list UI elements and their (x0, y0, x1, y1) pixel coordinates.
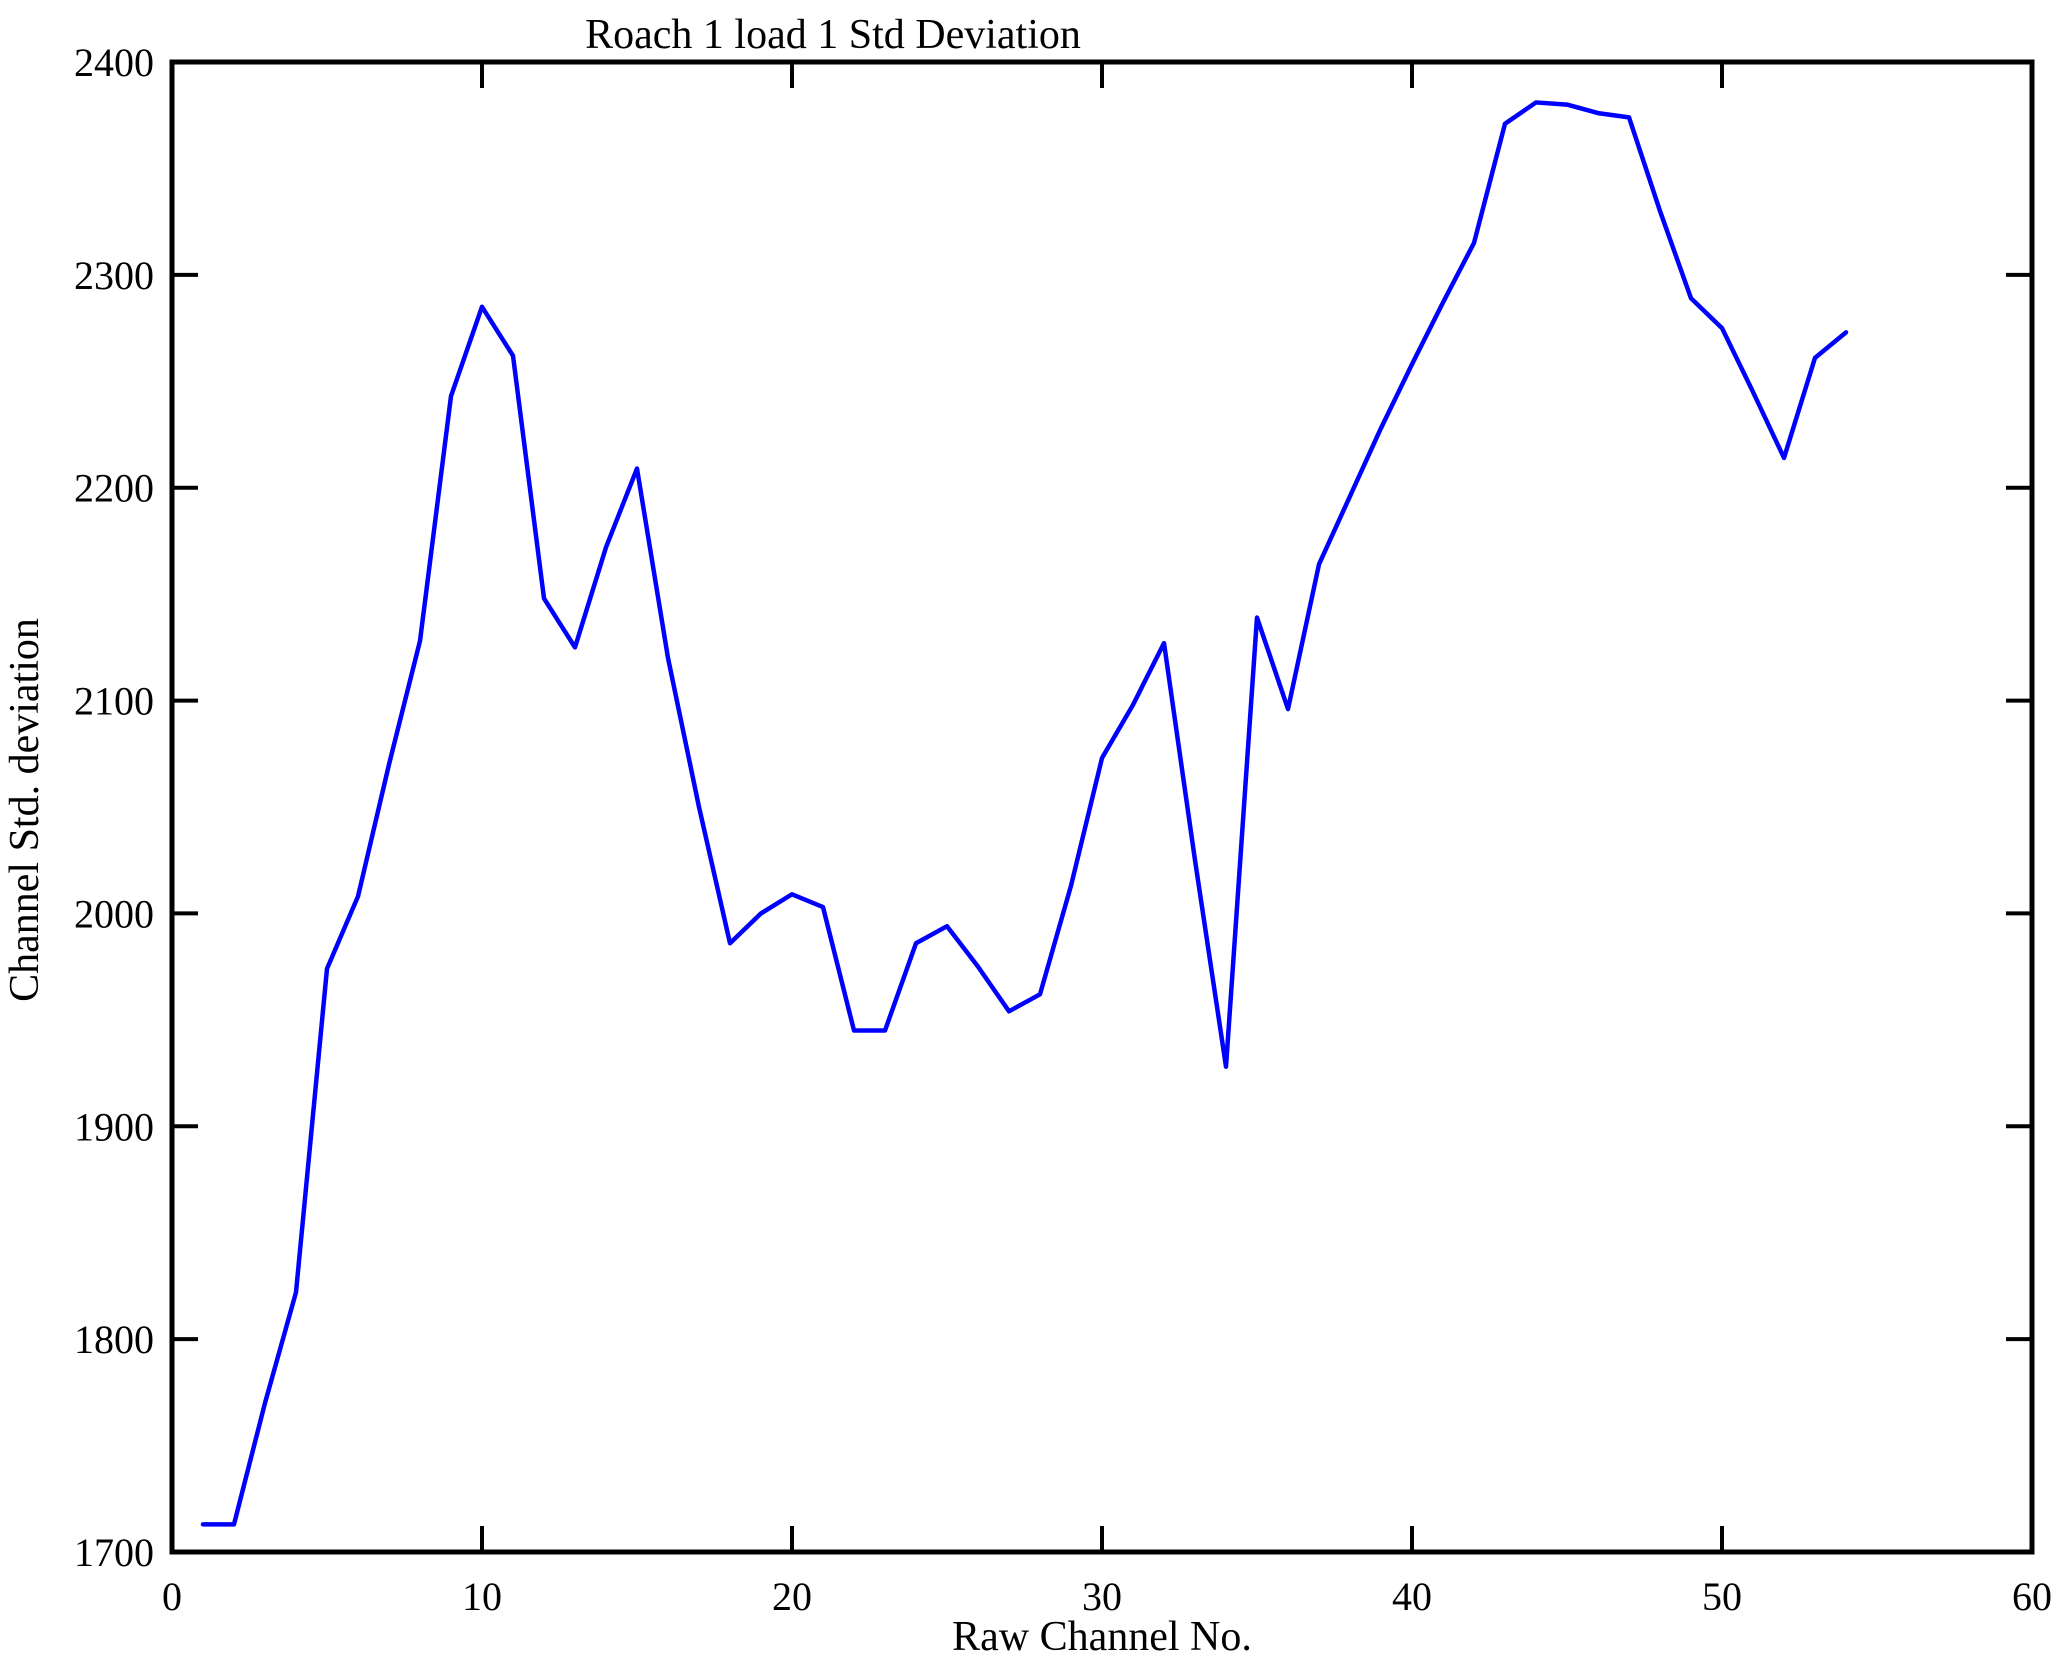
y-tick-label: 1900 (74, 1104, 154, 1149)
x-tick-label: 10 (462, 1574, 502, 1619)
x-tick-label: 40 (1392, 1574, 1432, 1619)
x-tick-label: 30 (1082, 1574, 1122, 1619)
chart-title: Roach 1 load 1 Std Deviation (585, 12, 1081, 58)
x-tick-label: 50 (1702, 1574, 1742, 1619)
x-tick-label: 60 (2012, 1574, 2052, 1619)
x-axis-ticks: 0 10 20 30 40 50 60 (162, 62, 2052, 1619)
y-tick-label: 2400 (74, 40, 154, 85)
x-tick-label: 0 (162, 1574, 182, 1619)
y-tick-label: 1800 (74, 1317, 154, 1362)
x-tick-label: 20 (772, 1574, 812, 1619)
x-axis-title: Raw Channel No. (952, 1614, 1252, 1660)
y-axis-title: Channel Std. deviation (2, 618, 48, 1002)
y-axis-ticks: 1700 1800 1900 2000 2100 2200 2300 2400 (74, 40, 2032, 1575)
y-tick-label: 2300 (74, 253, 154, 298)
y-tick-label: 2200 (74, 466, 154, 511)
y-tick-label: 2100 (74, 679, 154, 724)
y-tick-label: 1700 (74, 1530, 154, 1575)
data-series-line (200, 100, 1849, 1527)
y-tick-label: 2000 (74, 891, 154, 936)
